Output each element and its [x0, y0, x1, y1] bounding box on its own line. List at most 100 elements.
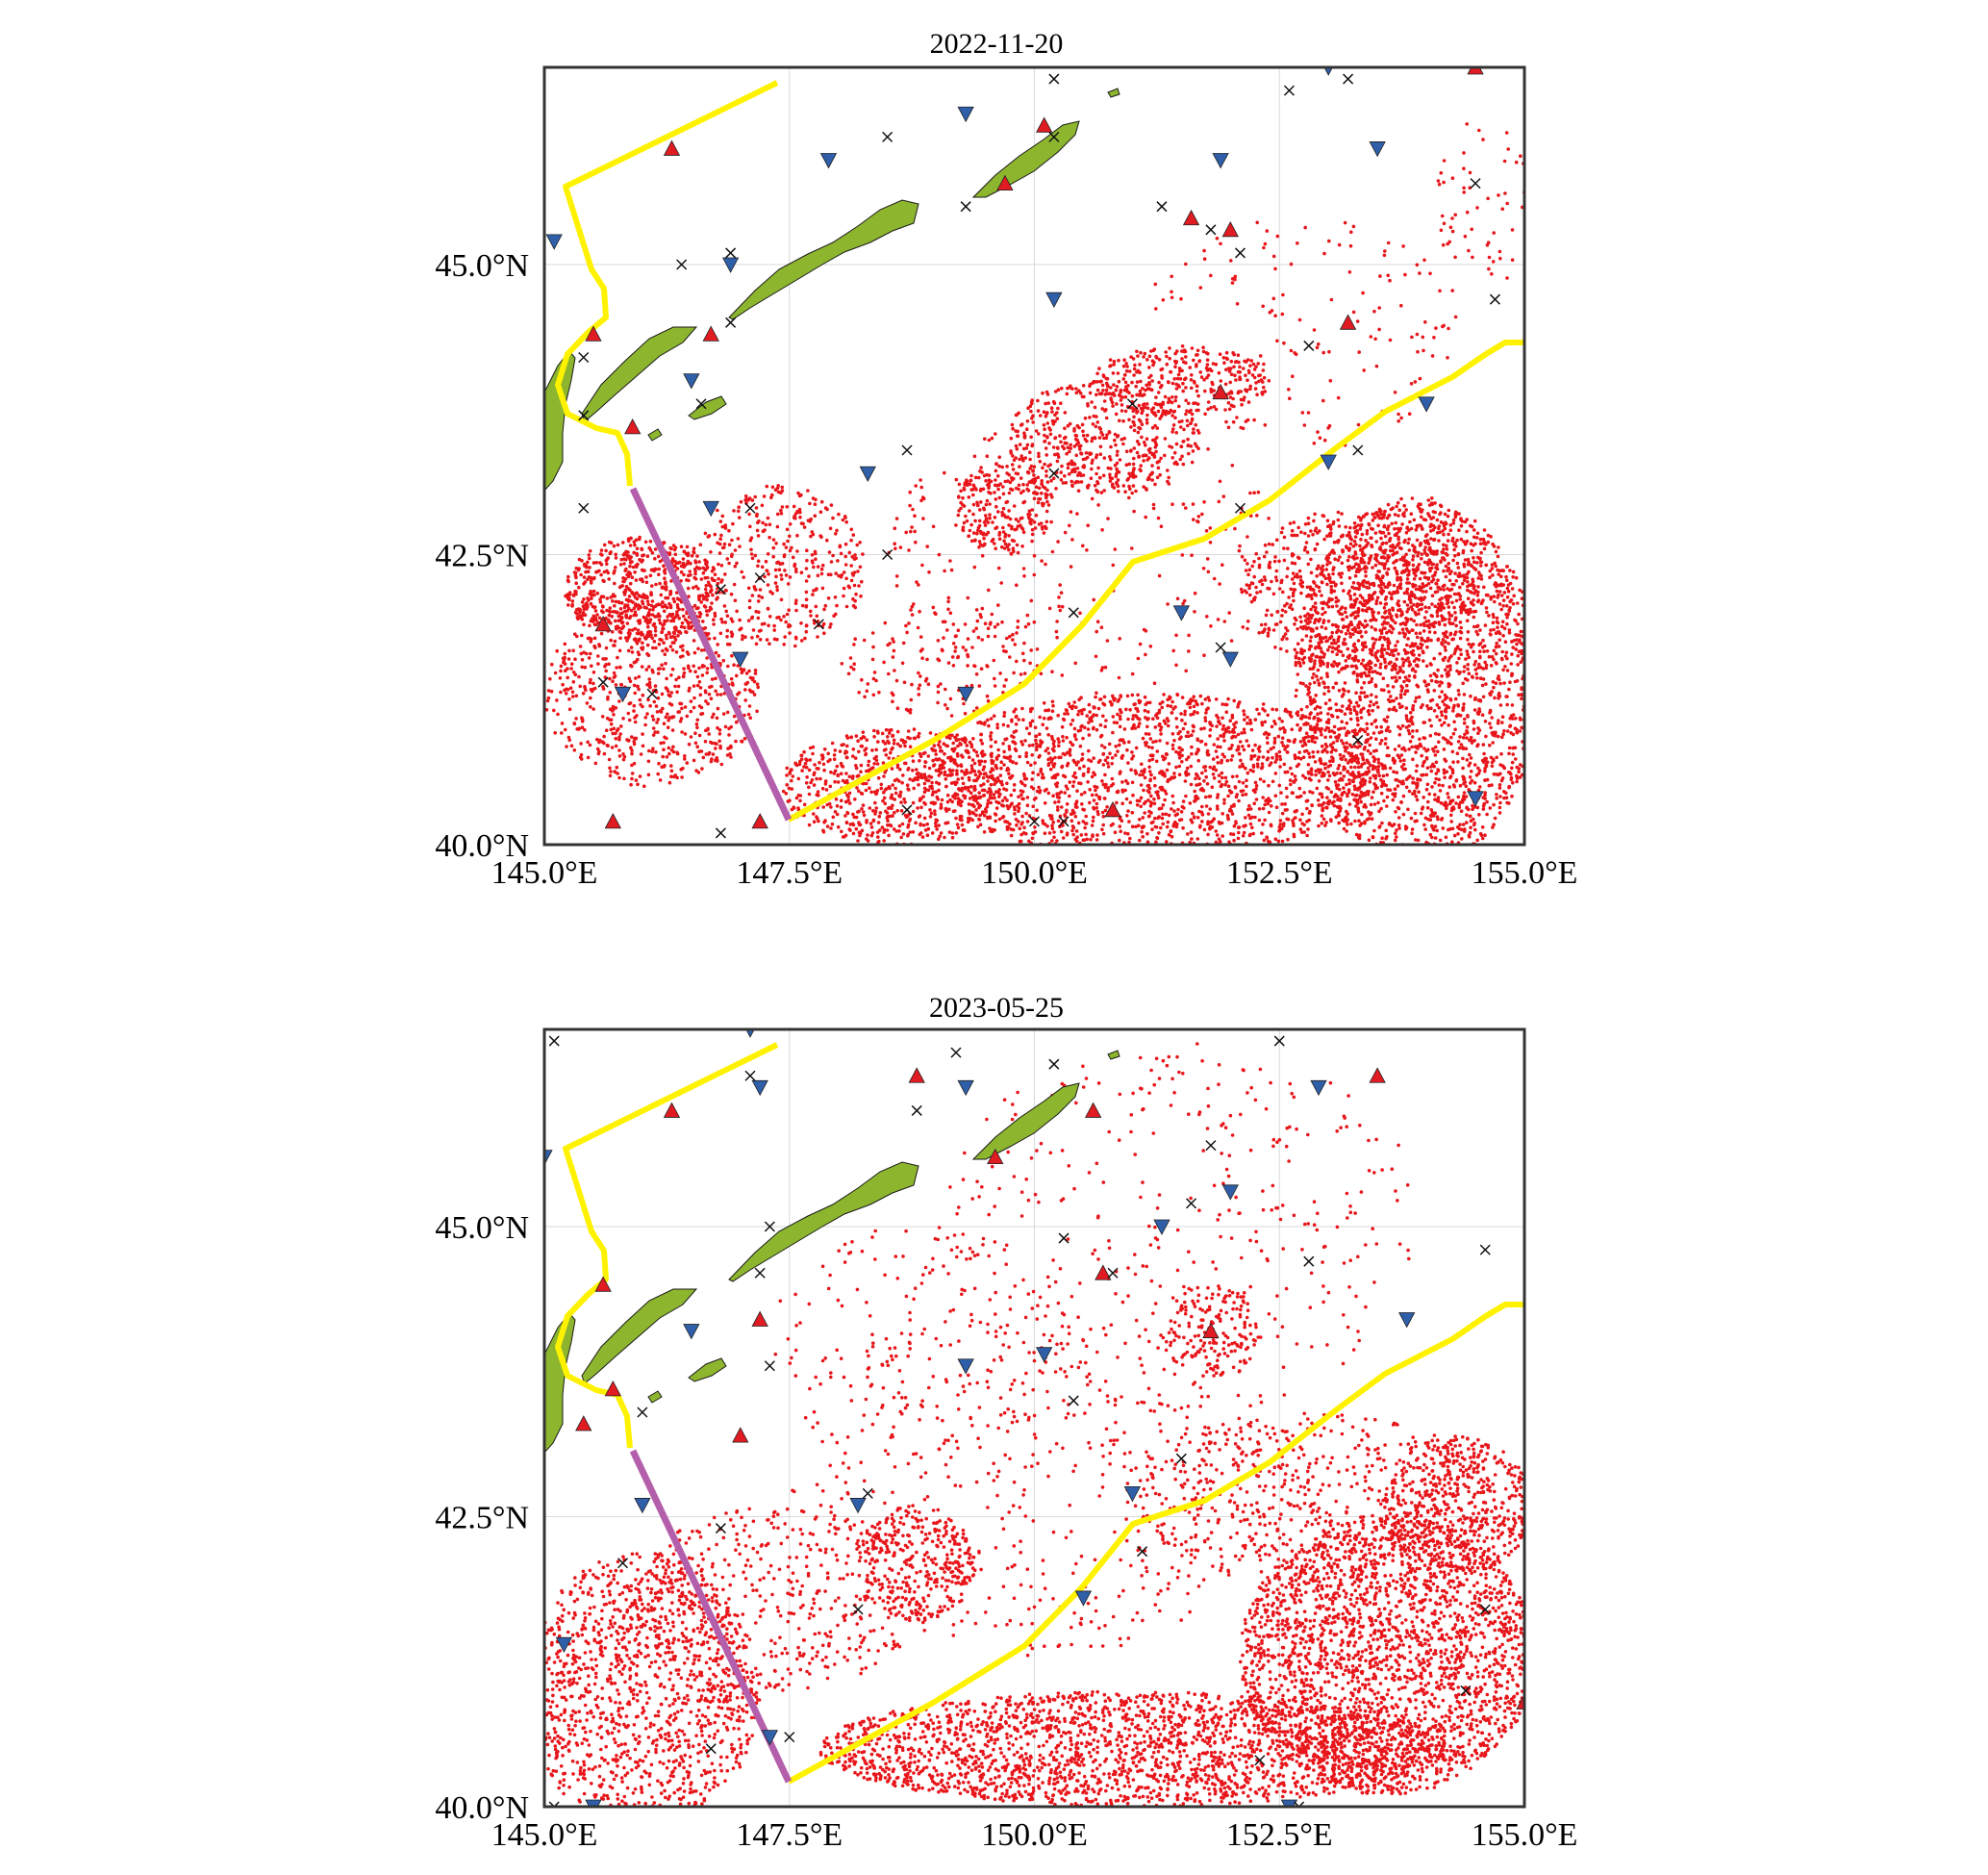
particle-dot — [1445, 630, 1448, 634]
particle-dot — [1511, 780, 1515, 785]
particle-dot — [987, 723, 991, 728]
particle-dot — [1511, 752, 1515, 756]
particle-dot — [1454, 545, 1458, 548]
particle-dot — [1395, 697, 1398, 700]
particle-dot — [1411, 563, 1416, 568]
particle-dot — [1467, 835, 1472, 839]
particle-dot — [1383, 657, 1387, 662]
particle-dot — [1424, 610, 1428, 614]
particle-dot — [1179, 810, 1184, 814]
particle-dot — [1162, 693, 1166, 697]
particle-dot — [1509, 598, 1514, 602]
particle-dot — [1350, 771, 1355, 774]
particle-dot — [1372, 591, 1377, 595]
particle-dot — [1034, 742, 1039, 746]
particle-dot — [1481, 743, 1486, 747]
particle-dot — [1444, 648, 1447, 652]
particle-dot — [1009, 833, 1014, 838]
particle-dot — [1476, 570, 1481, 574]
particle-dot — [1295, 795, 1299, 799]
particle-dot — [959, 763, 963, 767]
particle-dot — [1253, 743, 1257, 747]
particle-dot — [1164, 722, 1168, 725]
particle-dot — [1229, 832, 1233, 836]
particle-dot — [1310, 739, 1315, 744]
particle-dot — [1215, 755, 1220, 759]
particle-dot — [1425, 782, 1430, 787]
particle-dot — [1032, 798, 1037, 801]
particle-dot — [1013, 742, 1018, 746]
particle-dot — [1320, 774, 1324, 778]
particle-dot — [1424, 553, 1429, 557]
particle-dot — [1308, 682, 1312, 686]
particle-dot — [1370, 796, 1374, 799]
particle-dot — [1170, 834, 1174, 839]
particle-dot — [1393, 566, 1397, 570]
particle-dot — [1489, 693, 1493, 697]
particle-dot — [1399, 689, 1404, 693]
particle-dot — [1429, 529, 1433, 533]
particle-dot — [1383, 597, 1388, 601]
particle-dot — [1457, 802, 1461, 807]
particle-dot — [1418, 576, 1422, 581]
particle-dot — [1354, 804, 1358, 808]
particle-dot — [1475, 676, 1479, 680]
particle-dot — [1412, 643, 1417, 647]
particle-dot — [1034, 734, 1038, 739]
particle-dot — [902, 797, 906, 801]
particle-dot — [1356, 722, 1360, 727]
particle-dot — [1465, 539, 1470, 544]
particle-dot — [1325, 563, 1329, 567]
particle-dot — [1356, 523, 1361, 527]
particle-dot — [1120, 710, 1123, 715]
particle-dot — [1401, 670, 1405, 674]
particle-dot — [1324, 568, 1328, 571]
particle-dot — [1306, 521, 1311, 525]
particle-dot — [1101, 849, 1105, 852]
particle-dot — [1323, 610, 1327, 615]
particle-dot — [1416, 635, 1420, 640]
particle-dot — [1437, 740, 1441, 745]
particle-dot — [1021, 797, 1025, 801]
particle-dot — [1397, 702, 1401, 706]
particle-dot — [1472, 821, 1476, 825]
particle-dot — [1387, 531, 1391, 536]
particle-dot — [1076, 821, 1081, 825]
particle-dot — [1473, 609, 1478, 614]
particle-dot — [1290, 727, 1294, 731]
particle-dot — [1440, 817, 1445, 821]
particle-dot — [1214, 829, 1219, 833]
particle-dot — [1527, 739, 1531, 743]
particle-dot — [926, 754, 931, 758]
particle-dot — [1298, 574, 1303, 579]
particle-dot — [1066, 847, 1069, 850]
particle-dot — [1254, 585, 1258, 590]
particle-dot — [1164, 812, 1169, 817]
particle-dot — [1416, 684, 1421, 689]
particle-dot — [1086, 780, 1090, 784]
particle-dot — [982, 765, 987, 769]
particle-dot — [1319, 761, 1323, 766]
particle-dot — [1090, 774, 1095, 779]
particle-dot — [1337, 787, 1342, 792]
particle-dot — [1263, 802, 1267, 807]
particle-dot — [1182, 806, 1186, 810]
particle-dot — [1438, 684, 1442, 688]
particle-dot — [1391, 854, 1395, 858]
particle-dot — [1470, 778, 1474, 783]
particle-dot — [1360, 622, 1365, 627]
particle-dot — [1230, 774, 1235, 779]
particle-dot — [1169, 829, 1173, 833]
particle-dot — [1420, 643, 1424, 647]
particle-dot — [1294, 809, 1298, 813]
particle-dot — [1493, 816, 1497, 821]
particle-dot — [1425, 766, 1430, 770]
particle-dot — [989, 770, 993, 774]
particle-dot — [1050, 839, 1054, 843]
particle-dot — [1267, 783, 1271, 788]
particle-dot — [1333, 779, 1338, 784]
particle-dot — [1465, 619, 1470, 622]
particle-dot — [1380, 562, 1384, 567]
particle-dot — [1496, 568, 1499, 572]
particle-dot — [1487, 783, 1492, 788]
